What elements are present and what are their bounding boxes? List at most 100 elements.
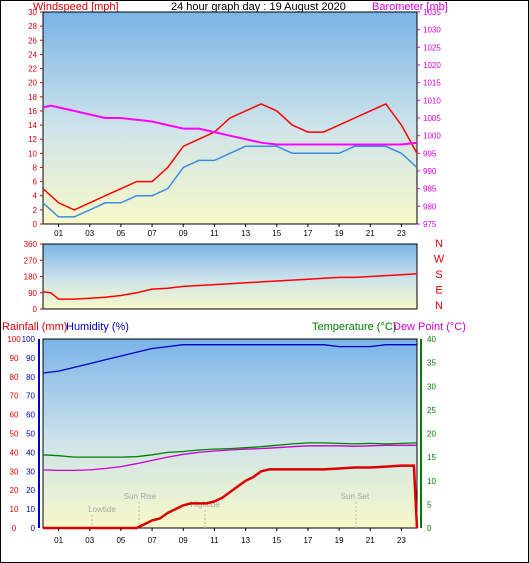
y2-tick-label: 1035	[423, 8, 441, 17]
humidity-tick-label: 40	[26, 448, 35, 457]
y-tick-label: 14	[28, 121, 37, 130]
y-tick-label: 28	[28, 22, 37, 31]
rainfall-tick-label: 0	[12, 524, 17, 533]
x-tick-label: 07	[148, 229, 157, 238]
series-line-dewpoint	[42, 444, 417, 472]
series-line-windspeed	[42, 102, 418, 211]
humidity-tick-label: 80	[26, 373, 35, 382]
temperature-axis-label: Temperature (°C)	[312, 321, 396, 333]
series-line-wind-direction	[42, 273, 418, 300]
rainfall-tick-label: 40	[10, 448, 19, 457]
humidity-tick-label: 100	[22, 335, 36, 344]
rainfall-tick-label: 10	[10, 505, 19, 514]
temperature-tick-label: 30	[427, 382, 436, 391]
y2-tick-label: 1000	[423, 132, 441, 141]
y-tick-label: 6	[33, 178, 38, 187]
y-tick-label: 10	[28, 149, 37, 158]
humidity-tick-label: 10	[26, 505, 35, 514]
x-tick-label: 19	[335, 229, 344, 238]
x-tick-label: 11	[210, 536, 219, 545]
dewpoint-axis-label: Dew Point (°C)	[393, 321, 466, 333]
x-tick-label: 03	[85, 536, 94, 545]
y2-tick-label: 1030	[423, 26, 441, 35]
temperature-tick-label: 15	[427, 453, 436, 462]
y2-tick-label: 1005	[423, 114, 441, 123]
rainfall-tick-label: 100	[7, 335, 21, 344]
humidity-tick-label: 60	[26, 411, 35, 420]
x-tick-label: 23	[397, 229, 406, 238]
temperature-tick-label: 10	[427, 477, 436, 486]
rainfall-tick-label: 90	[10, 354, 19, 363]
x-tick-label: 05	[116, 536, 125, 545]
compass-label: W	[434, 254, 445, 266]
y-tick-label: 270	[24, 256, 38, 265]
y2-tick-label: 990	[423, 167, 437, 176]
rainfall-tick-label: 70	[10, 392, 19, 401]
series-line-wind-gust	[42, 145, 418, 218]
y-tick-label: 18	[28, 93, 37, 102]
annotation-label: Lowtide	[88, 505, 116, 514]
y-tick-label: 2	[33, 206, 38, 215]
humidity-axis-label: Humidity (%)	[66, 321, 129, 333]
x-tick-label: 17	[303, 229, 312, 238]
annotation-label: Sun Rise	[124, 492, 157, 501]
x-tick-label: 09	[179, 229, 188, 238]
y2-tick-label: 975	[423, 220, 437, 229]
rainfall-tick-label: 20	[10, 486, 19, 495]
x-tick-label: 13	[241, 229, 250, 238]
rainfall-tick-label: 50	[10, 430, 19, 439]
wind-direction-plot-area	[42, 243, 418, 310]
x-tick-label: 15	[272, 229, 281, 238]
y-tick-label: 8	[33, 163, 38, 172]
x-tick-label: 15	[272, 536, 281, 545]
compass-label: S	[435, 269, 442, 281]
humidity-tick-label: 20	[26, 486, 35, 495]
temperature-tick-label: 0	[427, 524, 432, 533]
y-tick-label: 360	[24, 240, 38, 249]
windspeed-axis-label: Windspeed [mph]	[33, 1, 119, 13]
temperature-tick-label: 5	[427, 500, 432, 509]
humidity-tick-label: 70	[26, 392, 35, 401]
y2-tick-label: 1025	[423, 43, 441, 52]
x-tick-label: 23	[397, 536, 406, 545]
temperature-tick-label: 40	[427, 335, 436, 344]
x-tick-label: 21	[366, 536, 375, 545]
compass-label: N	[435, 238, 443, 250]
barometer-axis-label: Barometer [mb]	[372, 1, 448, 13]
y-tick-label: 26	[28, 36, 37, 45]
x-tick-label: 01	[54, 229, 63, 238]
humidity-tick-label: 0	[31, 524, 36, 533]
y2-tick-label: 1015	[423, 79, 441, 88]
y-tick-label: 4	[33, 192, 38, 201]
y-tick-label: 16	[28, 107, 37, 116]
x-tick-label: 07	[148, 536, 157, 545]
x-tick-label: 09	[179, 536, 188, 545]
y-tick-label: 22	[28, 65, 37, 74]
y-tick-label: 12	[28, 135, 37, 144]
chart-title: 24 hour graph day : 19 August 2020	[171, 1, 346, 13]
y2-tick-label: 1010	[423, 96, 441, 105]
humidity-tick-label: 90	[26, 354, 35, 363]
annotation-label: Sun Set	[341, 492, 370, 501]
y2-tick-label: 995	[423, 149, 437, 158]
rainfall-tick-label: 60	[10, 411, 19, 420]
compass-label: N	[435, 300, 443, 312]
x-tick-label: 21	[366, 229, 375, 238]
y-tick-label: 30	[28, 8, 37, 17]
x-tick-label: 05	[116, 229, 125, 238]
compass-label: E	[435, 285, 442, 297]
y-tick-label: 24	[28, 50, 37, 59]
y2-tick-label: 1020	[423, 61, 441, 70]
x-tick-label: 13	[241, 536, 250, 545]
y-tick-label: 0	[33, 305, 38, 314]
x-tick-label: 11	[210, 229, 219, 238]
x-tick-label: 01	[54, 536, 63, 545]
series-line-temperature	[42, 442, 418, 458]
y-tick-label: 0	[33, 220, 38, 229]
series-line-barometer	[42, 104, 418, 146]
y-tick-label: 20	[28, 79, 37, 88]
x-tick-label: 17	[303, 536, 312, 545]
series-line-humidity	[42, 344, 417, 374]
series-line-rainfall	[43, 464, 419, 530]
